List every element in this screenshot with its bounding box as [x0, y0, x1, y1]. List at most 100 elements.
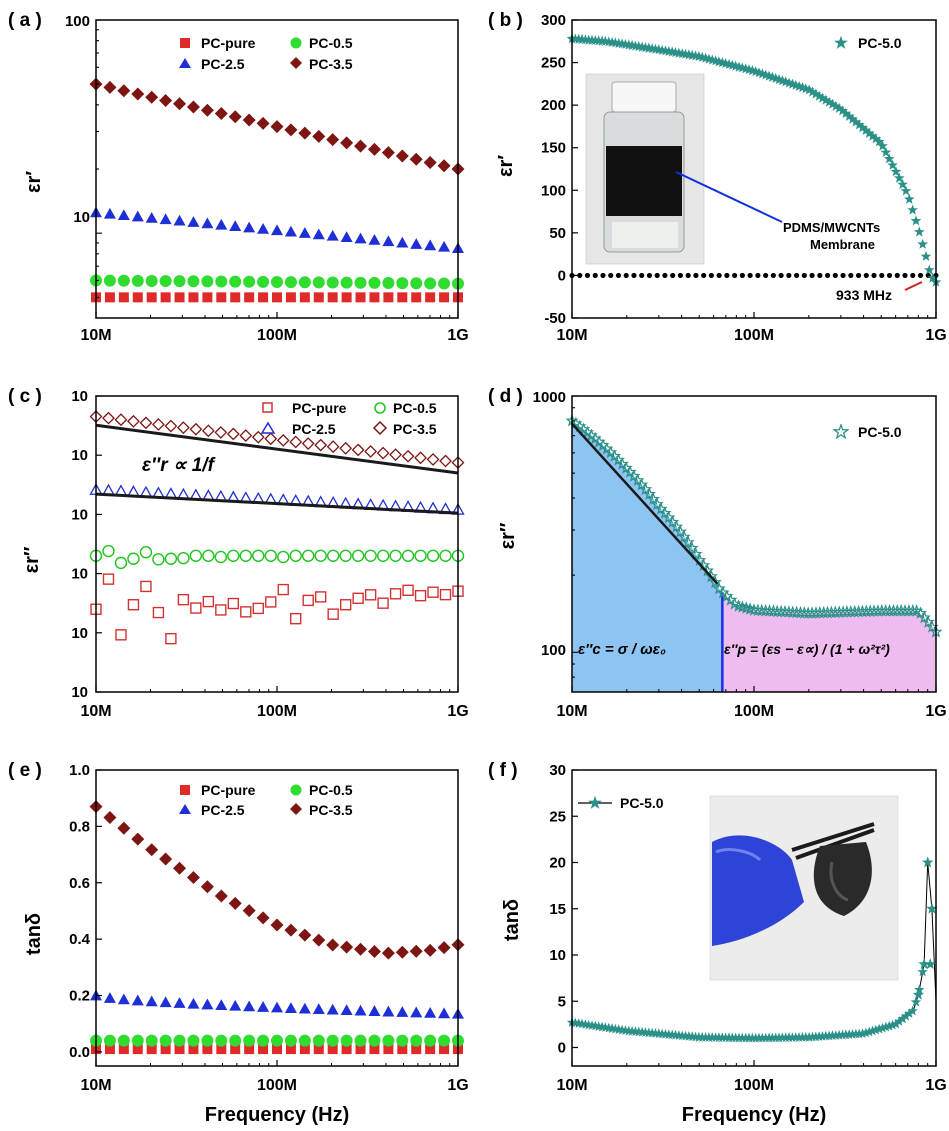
panel-c-point-pc-3.5 — [214, 425, 228, 439]
membrane-label-1: PDMS/MWCNTs — [783, 220, 880, 235]
panel-a-point-pc-pure — [230, 292, 241, 303]
panel-c-point-pc-pure — [339, 599, 352, 611]
panel-b-zero-dot — [662, 272, 668, 279]
tweezers-photo — [709, 795, 899, 981]
panel-b-data — [566, 33, 942, 287]
panel-b-zero-dot — [701, 272, 707, 279]
panel-b-point-pc5 — [853, 119, 865, 130]
panel-b-zero-dot — [577, 272, 583, 279]
panel-b-zero-dot — [724, 272, 730, 279]
panel-a-point-pc-3.5 — [367, 142, 381, 156]
panel-c-ytick: 10 — [71, 684, 88, 701]
panel-e-point-pc-0.5 — [424, 1034, 437, 1047]
panel-a-point-pc-pure — [411, 292, 422, 303]
panel-e-point-pc-3.5 — [117, 821, 131, 835]
panel-b-zero-dot — [886, 272, 893, 279]
legend-a-p35-marker — [290, 57, 302, 69]
panel-b-zero-dot — [592, 272, 598, 279]
panel-e-point-pc-pure — [313, 1044, 324, 1055]
panel-a-ylabel-text: εr′ — [23, 171, 45, 193]
panel-c-ylabel: εr″ — [21, 546, 43, 573]
panel-a-point-pc-0.5 — [117, 274, 130, 287]
panel-a-point-pc-2.5 — [187, 216, 200, 227]
panel-f-point-pc5 — [870, 1024, 881, 1035]
panel-e-point-pc-3.5 — [340, 940, 354, 954]
panel-d-fit-line — [571, 422, 719, 585]
panel-f-yticks: 0 5 10 15 20 25 30 — [549, 762, 566, 1057]
panel-a-point-pc-3.5 — [186, 100, 200, 114]
panel-f-point-pc5 — [890, 1018, 902, 1029]
panel-f-point-pc5 — [867, 1025, 878, 1036]
panel-f-point-pc5 — [910, 996, 922, 1007]
panel-a-point-pc-2.5 — [117, 209, 130, 221]
panel-a-point-pc-2.5 — [354, 232, 367, 244]
panel-a-legend: PC-pure PC-0.5 PC-2.5 PC-3.5 — [179, 35, 353, 72]
panel-e-point-pc-0.5 — [284, 1034, 297, 1047]
panel-e-xtick-1G: 1G — [447, 1077, 468, 1094]
panel-e-point-pc-pure — [230, 1044, 241, 1055]
panel-b-zero-dot — [677, 272, 684, 279]
panel-b-ytick: -50 — [544, 310, 566, 327]
panel-c-point-pc-pure — [377, 597, 389, 609]
panel-f-xtick-100M: 100M — [734, 1077, 774, 1094]
panel-e-frame — [95, 769, 459, 1067]
panel-b-zero-dot — [832, 272, 838, 279]
legend-c-p25: PC-2.5 — [292, 421, 336, 437]
panel-c-point-pc-0.5 — [139, 546, 153, 559]
panel-c-point-pc-0.5 — [376, 549, 390, 562]
panel-a-point-pc-pure — [439, 292, 450, 303]
panel-c-point-pc-0.5 — [239, 549, 252, 562]
conduction-loss-region — [572, 420, 723, 692]
legend-c-p05: PC-0.5 — [393, 400, 437, 416]
panel-a-point-pc-pure — [174, 292, 185, 303]
panel-b-zero-dot — [801, 272, 807, 279]
panel-e-ylabel: tanδ — [23, 913, 45, 955]
panel-e-point-pc-3.5 — [173, 861, 187, 875]
panel-c-point-pc-3.5 — [314, 438, 328, 452]
legend-e-p25: PC-2.5 — [201, 802, 245, 818]
panel-b-zero-dot — [732, 272, 738, 279]
panel-c-point-pc-3.5 — [389, 448, 403, 462]
panel-e-point-pc-3.5 — [145, 843, 159, 857]
panel-f-ytick: 25 — [549, 808, 566, 825]
panel-e-point-pc-pure — [202, 1044, 213, 1055]
panel-a-point-pc-pure — [188, 292, 199, 303]
legend-b-marker — [834, 35, 848, 49]
panel-c-xtick-1G: 1G — [447, 703, 468, 720]
panel-e-point-pc-pure — [369, 1044, 380, 1055]
panel-e-point-pc-0.5 — [173, 1034, 186, 1047]
panel-f-point-pc5 — [887, 1019, 898, 1030]
panel-e-point-pc-0.5 — [145, 1034, 158, 1047]
panel-e-point-pc-3.5 — [103, 810, 117, 824]
panel-c-point-pc-pure — [427, 586, 439, 598]
panel-f-axes — [571, 769, 937, 1066]
panel-a-point-pc-0.5 — [257, 275, 270, 288]
legend-d-marker — [833, 424, 849, 439]
panel-b-zero-dot — [894, 272, 900, 279]
panel-a-frame — [95, 19, 459, 319]
panel-d-point-pc5 — [731, 599, 746, 612]
panel-d-ytick-100: 100 — [541, 642, 566, 659]
mhz-label: 933 MHz — [836, 287, 892, 303]
panel-b-zero-dot — [693, 272, 699, 279]
panel-a-xtick-1G: 1G — [447, 327, 468, 344]
panel-b-zero-dot — [848, 272, 854, 279]
panel-e-point-pc-pure — [146, 1044, 157, 1055]
panel-e-ytick: 0.0 — [69, 1044, 90, 1061]
panel-c-point-pc-0.5 — [252, 549, 265, 562]
panel-c-fit-pc25 — [95, 492, 459, 515]
panel-label-b: ( b ) — [488, 10, 523, 31]
panel-a-point-pc-2.5 — [424, 239, 437, 251]
panel-a-point-pc-0.5 — [159, 275, 172, 288]
panel-c-ytick: 10 — [71, 447, 88, 464]
panel-c-point-pc-0.5 — [414, 549, 427, 562]
panel-a-point-pc-0.5 — [298, 276, 311, 289]
panel-d-point-pc5 — [666, 515, 680, 528]
panel-b-axes — [571, 19, 937, 319]
panel-a-point-pc-3.5 — [200, 103, 214, 117]
panel-b-legend: PC-5.0 — [834, 35, 902, 51]
panel-b-point-pc5 — [847, 113, 858, 124]
panel-f-point-pc5 — [900, 1010, 912, 1021]
panel-f-ylabel: tanδ — [501, 899, 523, 941]
panel-f-point-pc5 — [904, 1008, 915, 1018]
